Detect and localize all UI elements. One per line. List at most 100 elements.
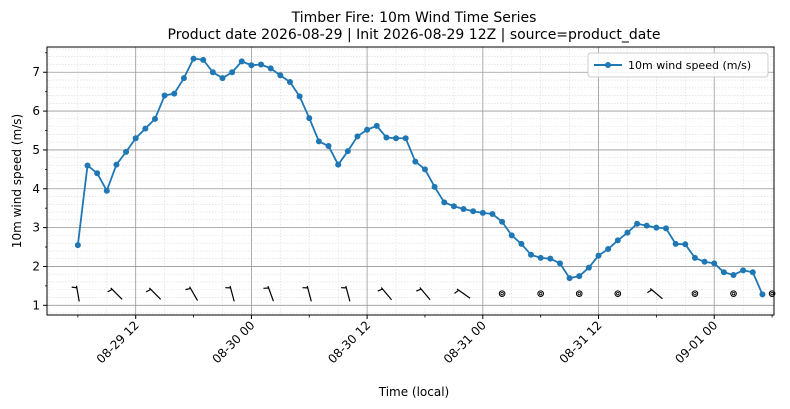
chart-title: Timber Fire: 10m Wind Time Series bbox=[291, 10, 537, 26]
wind-barb-staff bbox=[267, 285, 274, 302]
data-point bbox=[123, 148, 130, 155]
data-point bbox=[373, 122, 380, 129]
wind-barb-staff bbox=[456, 288, 471, 299]
data-point bbox=[151, 115, 158, 122]
data-point bbox=[171, 90, 178, 97]
calm-wind-marker bbox=[768, 290, 776, 297]
data-point bbox=[132, 135, 139, 142]
wind-barb-staff bbox=[419, 287, 431, 301]
wind-barb-staff bbox=[380, 287, 392, 301]
calm-wind-marker-inner bbox=[500, 291, 504, 296]
y-tick-label: 1 bbox=[32, 298, 40, 312]
data-point bbox=[682, 241, 689, 248]
y-tick-label: 4 bbox=[32, 182, 40, 196]
data-point bbox=[691, 254, 698, 261]
wind-barb-staff bbox=[229, 285, 235, 302]
legend-point-marker bbox=[605, 62, 611, 68]
data-point bbox=[412, 158, 419, 165]
y-tick-label: 3 bbox=[32, 221, 40, 235]
wind-barb-staff bbox=[110, 287, 123, 300]
data-point bbox=[344, 148, 351, 155]
data-point bbox=[730, 271, 737, 278]
data-point bbox=[749, 269, 756, 276]
plot-area bbox=[46, 46, 775, 316]
data-point bbox=[383, 134, 390, 141]
x-axis-label: Time (local) bbox=[378, 385, 450, 399]
data-point bbox=[556, 260, 563, 267]
wind-barb-flag bbox=[185, 287, 191, 291]
data-point bbox=[229, 69, 236, 76]
y-axis: 1 2 3 4 5 6 7 bbox=[32, 52, 47, 312]
data-point bbox=[470, 208, 477, 215]
data-point bbox=[518, 240, 525, 247]
wind-barb-flag bbox=[454, 289, 459, 294]
wind-barb-flag bbox=[145, 288, 152, 293]
y-tick-label: 2 bbox=[32, 259, 40, 273]
y-tick-label: 5 bbox=[32, 143, 40, 157]
data-point bbox=[219, 75, 226, 82]
data-point bbox=[624, 229, 631, 236]
calm-wind-marker-inner bbox=[577, 291, 581, 296]
data-point bbox=[508, 232, 515, 239]
data-point bbox=[585, 264, 592, 271]
data-point bbox=[431, 183, 438, 190]
calm-wind-marker bbox=[498, 290, 506, 297]
wind-barb-staff bbox=[75, 285, 80, 302]
wind-barbs bbox=[71, 285, 776, 302]
data-point bbox=[701, 258, 708, 265]
y-tick-label: 7 bbox=[32, 65, 40, 79]
data-point bbox=[325, 143, 332, 150]
data-point bbox=[759, 291, 766, 298]
wind-barb-flag bbox=[416, 288, 422, 292]
data-point bbox=[663, 225, 670, 232]
data-point bbox=[566, 275, 573, 282]
data-point bbox=[547, 255, 554, 262]
data-point bbox=[364, 126, 371, 133]
data-point bbox=[200, 56, 207, 63]
wind-barb-flag bbox=[71, 286, 77, 289]
data-point bbox=[393, 135, 400, 142]
data-point bbox=[238, 58, 245, 65]
data-point bbox=[267, 65, 274, 72]
calm-wind-marker-inner bbox=[731, 291, 736, 296]
wind-barb-flag bbox=[647, 289, 653, 294]
calm-wind-marker-inner bbox=[770, 291, 774, 296]
data-point bbox=[142, 125, 149, 132]
wind-barb-staff bbox=[306, 285, 312, 302]
calm-wind-marker-inner bbox=[693, 291, 697, 296]
data-point bbox=[441, 199, 448, 206]
data-point bbox=[161, 92, 168, 99]
data-point bbox=[672, 240, 679, 247]
calm-wind-marker bbox=[730, 290, 737, 297]
data-point bbox=[595, 252, 602, 259]
data-point bbox=[103, 187, 110, 194]
calm-wind-marker bbox=[537, 290, 544, 297]
data-point bbox=[94, 170, 101, 177]
wind-barb-staff bbox=[189, 286, 199, 301]
legend: 10m wind speed (m/s) bbox=[587, 52, 769, 78]
wind-barb-staff bbox=[649, 288, 663, 300]
data-point bbox=[740, 267, 747, 274]
data-point bbox=[499, 218, 506, 225]
chart-subtitle: Product date 2026-08-29 | Init 2026-08-2… bbox=[168, 27, 661, 43]
data-point bbox=[720, 269, 727, 276]
data-point bbox=[248, 62, 255, 69]
wind-barb-staff bbox=[345, 285, 351, 302]
calm-wind-marker bbox=[691, 290, 699, 297]
data-point bbox=[190, 55, 197, 62]
data-point bbox=[421, 166, 428, 173]
data-point bbox=[354, 133, 361, 140]
data-point bbox=[711, 260, 718, 267]
wind-barb-staff bbox=[148, 287, 162, 300]
data-point bbox=[296, 93, 303, 100]
y-tick-label: 6 bbox=[32, 104, 40, 118]
data-point bbox=[460, 205, 467, 212]
data-point bbox=[306, 115, 313, 122]
data-point bbox=[258, 61, 265, 68]
data-point bbox=[605, 245, 612, 252]
data-point bbox=[277, 72, 284, 79]
calm-wind-marker bbox=[575, 290, 583, 297]
data-point bbox=[180, 75, 187, 82]
data-point bbox=[335, 161, 342, 168]
